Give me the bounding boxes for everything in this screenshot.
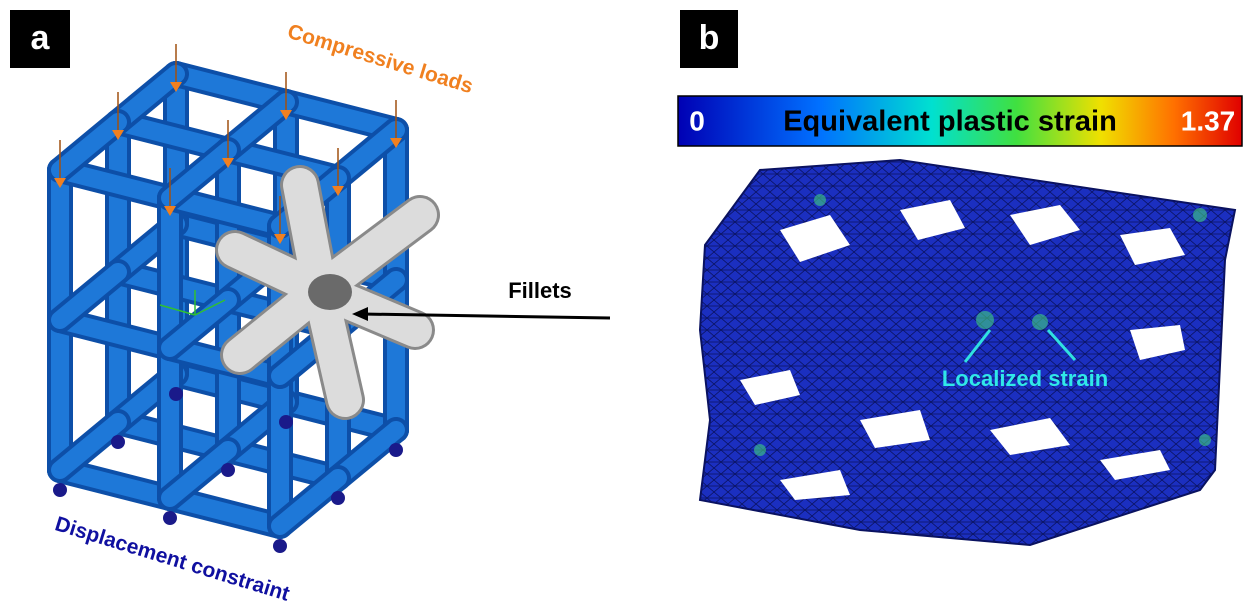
mesh-model [700,160,1235,545]
constraint [111,435,125,449]
constraint [279,415,293,429]
panel-label: b [699,19,720,57]
constraint [273,539,287,553]
fillets-label: Fillets [508,278,572,303]
figure: a Compressive loads Fillets Displacement… [0,0,1254,608]
colorbar-title: Equivalent plastic strain [783,106,1117,138]
strain-label: Localized strain [942,366,1108,391]
colorbar-min: 0 [689,105,705,136]
loads-label: Compressive loads [285,20,476,98]
constraint [163,511,177,525]
constraint [331,491,345,505]
constraint [53,483,67,497]
colorbar-max: 1.37 [1181,105,1236,136]
constraint [389,443,403,457]
page: a Compressive loads Fillets Displacement… [0,0,1254,608]
constraint [221,463,235,477]
panel-label: a [31,19,51,57]
constraint [169,387,183,401]
